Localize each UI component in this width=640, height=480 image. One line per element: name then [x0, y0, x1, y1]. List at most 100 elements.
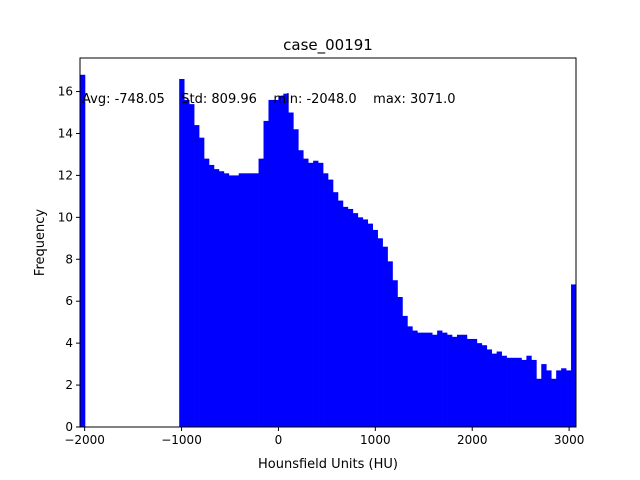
histogram-bar [402, 315, 408, 427]
histogram-bar [387, 261, 393, 427]
x-axis-label: Hounsfield Units (HU) [258, 457, 398, 472]
histogram-bar [447, 334, 453, 427]
y-tick-label: 10 [58, 210, 73, 224]
y-tick-label: 12 [58, 168, 73, 182]
histogram-bar [288, 112, 294, 427]
histogram-bar [392, 280, 398, 427]
histogram-bar [551, 378, 557, 427]
histogram-bar [566, 370, 572, 427]
histogram-bar [199, 137, 205, 428]
histogram-bar [352, 213, 359, 427]
histogram-bar [427, 332, 433, 427]
histogram-bar [298, 150, 304, 427]
histogram-bar [179, 78, 185, 427]
x-tick-label: −1000 [161, 433, 202, 447]
histogram-bar [189, 104, 195, 428]
histogram-bar [258, 158, 264, 427]
histogram-bar [506, 357, 512, 427]
histogram-bar [208, 164, 215, 427]
histogram-bar [437, 330, 443, 427]
histogram-bar [526, 355, 532, 427]
histogram-bar [486, 349, 493, 427]
stats-annotation: Avg: -748.05 Std: 809.96 min: -2048.0 ma… [82, 92, 455, 107]
histogram-bar [541, 364, 547, 427]
histogram-bar [228, 175, 235, 427]
histogram-bar [422, 332, 428, 427]
histogram-bar [556, 370, 562, 427]
x-tick-label: 3000 [554, 433, 585, 447]
histogram-bar [243, 173, 249, 427]
histogram-bar [536, 378, 542, 427]
histogram-bar [213, 169, 220, 427]
histogram-bar [80, 74, 86, 428]
histogram-bar [248, 173, 254, 427]
histogram-bar [218, 171, 225, 427]
histogram-bar [223, 173, 230, 427]
histogram-bar [511, 357, 517, 427]
histogram-bar [397, 297, 403, 427]
x-tick-label: 1000 [360, 433, 391, 447]
histogram-bar [546, 370, 552, 427]
histogram-bar [332, 192, 339, 427]
histogram-bar [367, 223, 373, 427]
histogram-bar [303, 158, 309, 427]
histogram-bar [323, 173, 329, 427]
histogram-bar [481, 345, 488, 427]
histogram-bar [476, 343, 483, 427]
histogram-bar [273, 99, 279, 428]
histogram-bar [357, 217, 364, 427]
histogram-bar [571, 284, 577, 427]
chart-title: case_00191 [283, 36, 373, 55]
histogram-bar [461, 334, 468, 427]
x-tick-label: 0 [275, 433, 283, 447]
histogram-bar [313, 160, 319, 428]
histogram-bar [516, 357, 522, 427]
histogram-bar [452, 336, 458, 427]
x-axis-ticks: −2000 −1000 0 1000 2000 3000 [64, 427, 584, 447]
histogram-bar [442, 332, 448, 427]
histogram-bar [293, 129, 299, 427]
histogram-bar [268, 99, 274, 428]
histogram-bar [491, 353, 497, 427]
histogram-bar [412, 330, 418, 427]
histogram-bar [521, 359, 527, 427]
histogram-bar [233, 175, 240, 427]
histogram-bar [253, 173, 259, 427]
histogram-bar [204, 158, 210, 427]
histogram-bar [377, 238, 383, 427]
histogram-bar [466, 338, 473, 427]
histogram-bar [456, 334, 463, 427]
y-tick-label: 14 [58, 126, 73, 140]
bars-group [80, 74, 577, 428]
histogram-bar [531, 359, 537, 427]
x-tick-label: 2000 [457, 433, 488, 447]
histogram-bar [194, 125, 200, 427]
histogram-bar [362, 219, 369, 427]
histogram-bar [372, 229, 378, 427]
y-tick-label: 2 [65, 378, 73, 392]
y-axis-ticks: 0 2 4 6 8 10 12 14 16 [58, 85, 80, 434]
y-tick-label: 4 [65, 336, 73, 350]
y-tick-label: 16 [58, 85, 73, 99]
histogram-bar [308, 162, 314, 427]
x-tick-label: −2000 [64, 433, 105, 447]
histogram-bar [471, 338, 478, 427]
histogram-bar [328, 179, 334, 427]
histogram-bar [432, 334, 438, 427]
histogram-bar [417, 332, 423, 427]
histogram-bar [347, 208, 354, 427]
histogram-bar [263, 120, 269, 428]
y-tick-label: 6 [65, 294, 73, 308]
histogram-bar [184, 99, 190, 428]
histogram-bar [238, 173, 245, 427]
histogram-bar [318, 162, 324, 427]
histogram-bar [342, 206, 349, 427]
histogram-bar [283, 93, 289, 427]
y-axis-label: Frequency [33, 209, 48, 276]
histogram-bar [561, 368, 567, 427]
histogram-bar [407, 326, 413, 427]
y-tick-label: 0 [65, 420, 73, 434]
plot-frame [79, 57, 577, 428]
y-tick-label: 8 [65, 252, 73, 266]
